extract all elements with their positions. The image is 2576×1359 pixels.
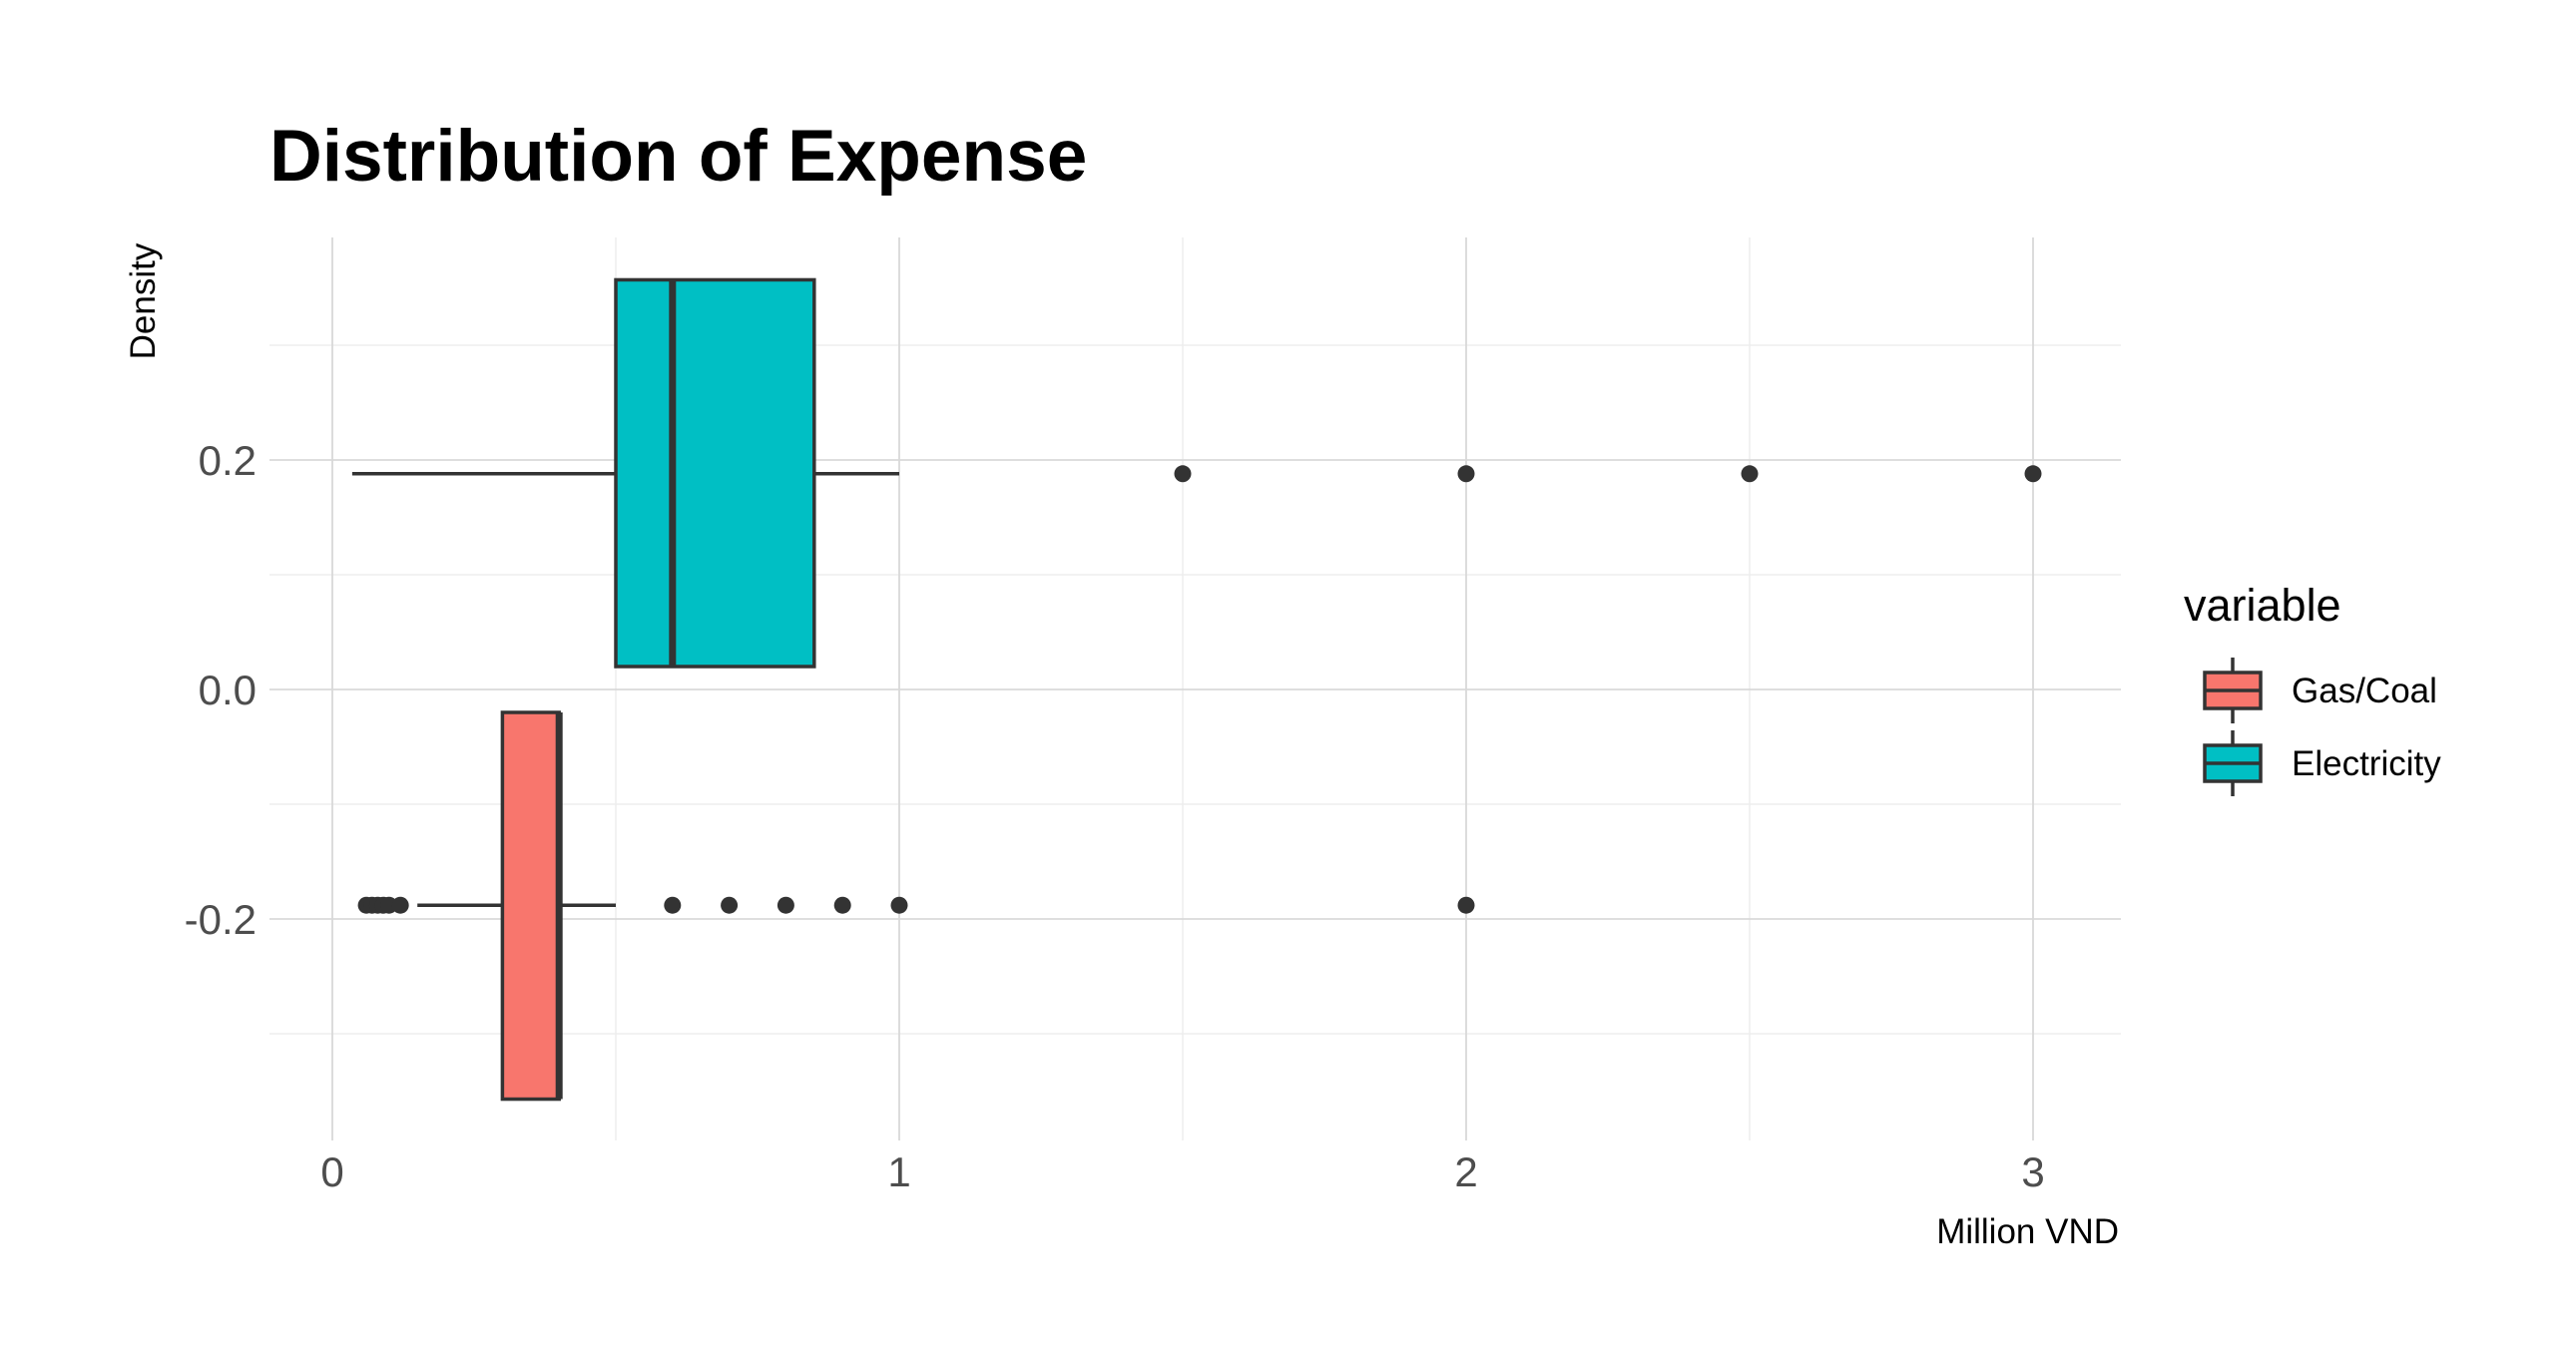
legend-label: Electricity [2292, 744, 2441, 783]
boxplot-electricity [352, 279, 2042, 667]
box-iqr [616, 279, 814, 667]
legend-key-electricity [2205, 730, 2261, 796]
y-tick-label: 0.0 [199, 667, 257, 713]
y-axis-ticks: 0.2 0.0 -0.2 [185, 437, 257, 943]
legend-label: Gas/Coal [2292, 672, 2437, 710]
legend-key-gas-coal [2205, 658, 2261, 723]
x-tick-label: 3 [2021, 1148, 2044, 1195]
legend-title: variable [2184, 580, 2341, 631]
outlier-point [834, 897, 851, 914]
box-iqr [502, 712, 559, 1100]
boxplot-gas-coal [358, 712, 1475, 1100]
y-tick-label: 0.2 [199, 437, 257, 484]
outlier-point [2025, 465, 2042, 482]
outlier-point [1458, 465, 1475, 482]
outlier-point [1175, 465, 1192, 482]
chart-title: Distribution of Expense [269, 116, 1087, 197]
x-tick-label: 2 [1454, 1148, 1477, 1195]
outlier-point [891, 897, 908, 914]
outlier-point [721, 897, 738, 914]
outlier-point [1742, 465, 1759, 482]
x-axis-title: Million VND [1936, 1212, 2119, 1251]
outlier-point [777, 897, 794, 914]
outlier-point [664, 897, 681, 914]
outlier-point [392, 897, 409, 914]
y-axis-title: Density [124, 242, 163, 359]
y-tick-label: -0.2 [185, 896, 257, 943]
outlier-point [1458, 897, 1475, 914]
x-axis-ticks: 0 1 2 3 [320, 1148, 2044, 1195]
x-tick-label: 0 [320, 1148, 343, 1195]
legend: variable Gas/Coal Electricity [2184, 580, 2441, 796]
x-tick-label: 1 [887, 1148, 910, 1195]
